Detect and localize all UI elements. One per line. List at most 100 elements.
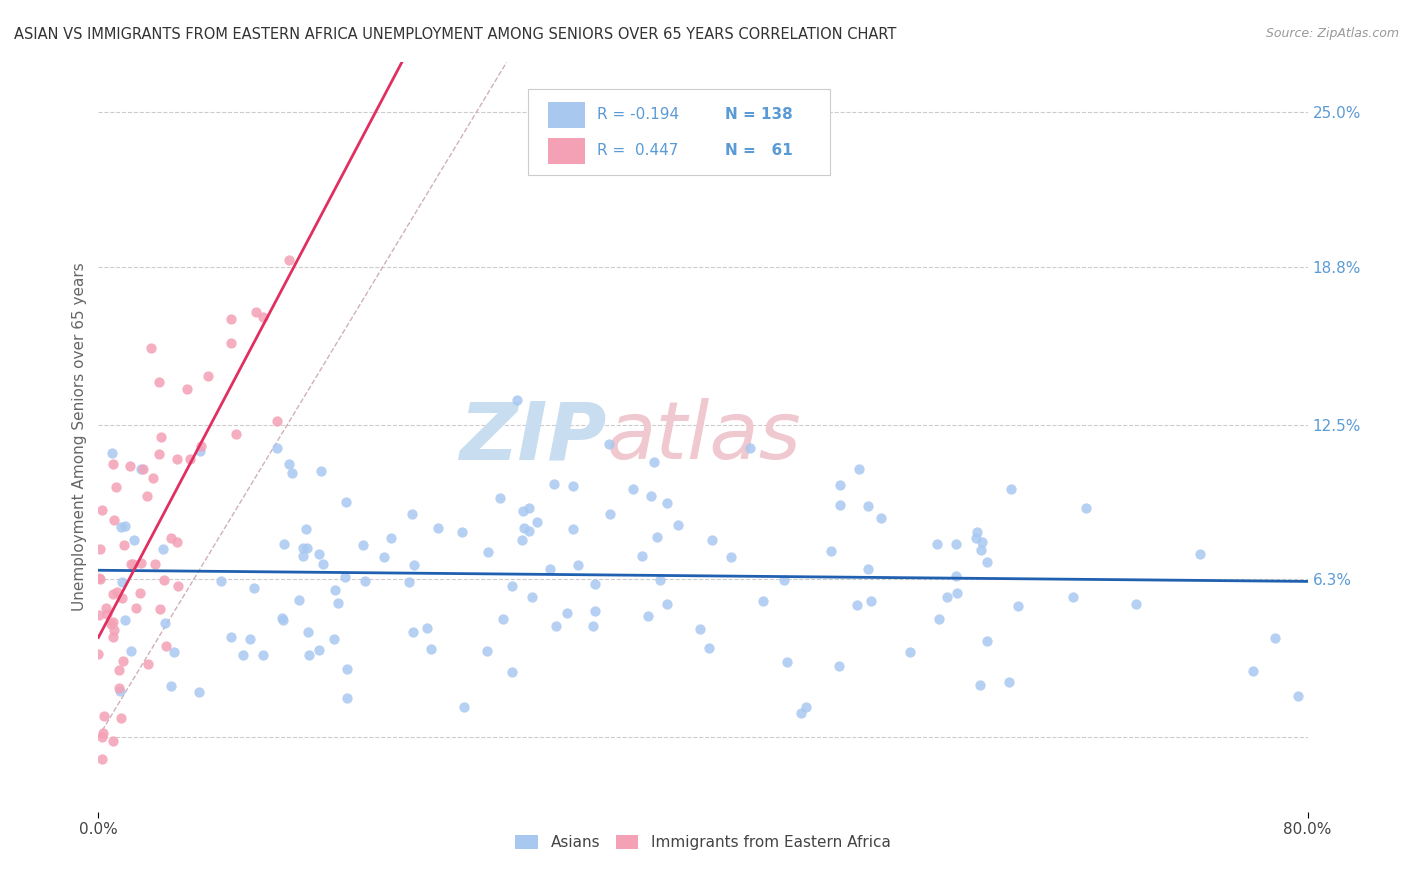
Point bbox=[245, 305, 267, 319]
Y-axis label: Unemployment Among Seniors over 65 years: Unemployment Among Seniors over 65 years bbox=[72, 263, 87, 611]
Point bbox=[239, 632, 262, 646]
Point bbox=[599, 507, 621, 521]
Point bbox=[143, 558, 166, 572]
Point bbox=[103, 624, 125, 638]
Point bbox=[352, 537, 374, 551]
Point bbox=[561, 522, 583, 536]
Point bbox=[966, 525, 988, 540]
FancyBboxPatch shape bbox=[548, 138, 585, 164]
Point bbox=[297, 625, 319, 640]
Point bbox=[176, 383, 198, 397]
Text: Source: ZipAtlas.com: Source: ZipAtlas.com bbox=[1265, 27, 1399, 40]
Point bbox=[271, 611, 294, 625]
Point bbox=[266, 441, 288, 455]
Point bbox=[114, 518, 136, 533]
Point bbox=[103, 615, 125, 629]
Point bbox=[91, 752, 114, 766]
Point bbox=[998, 675, 1021, 690]
Point bbox=[927, 536, 949, 550]
Point bbox=[309, 465, 332, 479]
Point bbox=[111, 575, 134, 590]
Point bbox=[976, 634, 998, 648]
Point bbox=[89, 572, 111, 586]
Point bbox=[96, 607, 118, 621]
Point bbox=[101, 446, 124, 460]
Point bbox=[1074, 501, 1097, 516]
Point bbox=[976, 555, 998, 569]
Point bbox=[1007, 599, 1029, 614]
Point bbox=[640, 489, 662, 503]
Point bbox=[928, 612, 950, 626]
Point bbox=[190, 439, 212, 453]
Point bbox=[148, 375, 170, 389]
Point bbox=[225, 426, 247, 441]
Point bbox=[91, 502, 114, 516]
Point bbox=[232, 648, 254, 662]
Point bbox=[336, 691, 359, 706]
Point bbox=[776, 655, 799, 669]
Point bbox=[501, 665, 523, 679]
Point bbox=[936, 590, 959, 604]
Point bbox=[645, 530, 668, 544]
Point bbox=[1264, 631, 1286, 645]
FancyBboxPatch shape bbox=[548, 102, 585, 128]
Point bbox=[427, 521, 450, 535]
Point bbox=[87, 648, 110, 662]
Point bbox=[103, 734, 125, 748]
Point bbox=[415, 621, 437, 635]
Point bbox=[373, 550, 395, 565]
Point bbox=[89, 542, 111, 557]
Point bbox=[856, 500, 879, 514]
Point bbox=[110, 711, 132, 725]
Point bbox=[179, 451, 201, 466]
Point bbox=[752, 594, 775, 608]
Point bbox=[114, 613, 136, 627]
Point bbox=[630, 549, 652, 564]
Point bbox=[129, 586, 152, 600]
Point bbox=[1188, 547, 1211, 561]
Point bbox=[167, 579, 190, 593]
Point bbox=[104, 480, 127, 494]
Point bbox=[828, 659, 851, 673]
Point bbox=[132, 461, 155, 475]
Point bbox=[323, 632, 346, 646]
Text: N = 138: N = 138 bbox=[724, 107, 793, 122]
Point bbox=[100, 616, 122, 631]
Point bbox=[453, 700, 475, 714]
Point bbox=[242, 581, 264, 595]
Point bbox=[142, 470, 165, 484]
Point bbox=[489, 491, 512, 505]
Point bbox=[637, 609, 659, 624]
Point bbox=[353, 574, 375, 588]
Point bbox=[848, 461, 870, 475]
Point bbox=[87, 607, 110, 622]
Point bbox=[512, 533, 534, 548]
Point bbox=[298, 648, 321, 662]
Point bbox=[965, 531, 987, 545]
Text: ZIP: ZIP bbox=[458, 398, 606, 476]
Point bbox=[475, 644, 498, 658]
Point bbox=[945, 568, 967, 582]
Point bbox=[148, 447, 170, 461]
Point bbox=[598, 436, 620, 450]
Point bbox=[252, 648, 274, 662]
Text: N =   61: N = 61 bbox=[724, 143, 793, 158]
Point bbox=[796, 700, 818, 714]
Point bbox=[846, 598, 869, 612]
Point bbox=[292, 549, 315, 563]
Point bbox=[120, 557, 142, 571]
Point bbox=[1241, 664, 1264, 678]
Point bbox=[333, 570, 356, 584]
Point bbox=[252, 310, 274, 325]
Point bbox=[583, 604, 606, 618]
Point bbox=[380, 531, 402, 545]
Point bbox=[689, 622, 711, 636]
Point bbox=[666, 518, 689, 533]
Point bbox=[139, 341, 162, 355]
Point bbox=[308, 642, 330, 657]
Point bbox=[219, 630, 242, 644]
Point bbox=[136, 489, 159, 503]
Point bbox=[101, 630, 124, 644]
Point bbox=[526, 515, 548, 529]
Point bbox=[155, 639, 177, 653]
